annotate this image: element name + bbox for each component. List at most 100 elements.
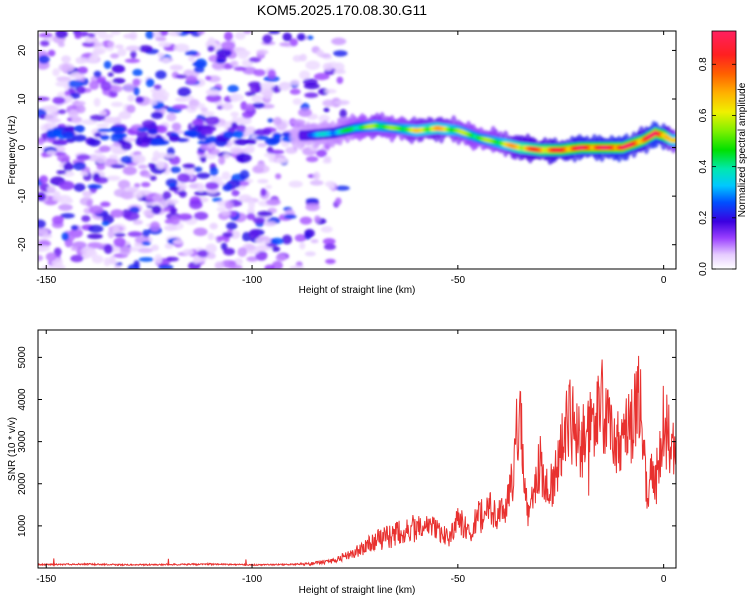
- noise-band-blob: [52, 139, 68, 146]
- noise-blob: [110, 31, 121, 36]
- noise-blob: [52, 96, 66, 105]
- noise-blob: [245, 144, 255, 153]
- noise-blob: [42, 233, 53, 239]
- noise-blob: [138, 164, 148, 169]
- noise-blob: [237, 247, 248, 257]
- noise-blob: [304, 92, 319, 99]
- noise-blob: [98, 145, 111, 153]
- noise-blob: [141, 181, 151, 188]
- noise-blob: [129, 206, 140, 214]
- noise-blob: [205, 75, 212, 81]
- noise-band-blob: [168, 134, 180, 142]
- noise-blob: [205, 243, 217, 254]
- noise-blob: [246, 213, 256, 221]
- noise-blob: [298, 108, 312, 117]
- noise-blob: [275, 173, 282, 180]
- noise-blob: [222, 232, 234, 238]
- noise-blob: [193, 227, 208, 237]
- colorbar-label: Normalized spectral amplitude: [737, 82, 748, 217]
- noise-blob: [241, 111, 254, 119]
- noise-band-blob: [186, 131, 199, 138]
- noise-blob: [127, 94, 135, 102]
- noise-blob: [93, 31, 107, 36]
- noise-blob: [299, 53, 307, 62]
- noise-blob: [132, 68, 143, 77]
- noise-blob: [110, 53, 120, 59]
- noise-blob: [70, 246, 78, 251]
- noise-blob: [81, 119, 98, 125]
- noise-blob: [122, 166, 137, 176]
- noise-band-blob: [200, 128, 213, 136]
- noise-blob: [68, 109, 79, 119]
- noise-blob: [322, 62, 334, 71]
- noise-blob: [171, 122, 182, 131]
- noise-blob: [79, 31, 89, 37]
- noise-blob: [223, 247, 235, 256]
- noise-blob: [182, 163, 196, 169]
- noise-blob: [333, 50, 348, 57]
- noise-blob: [157, 52, 165, 58]
- noise-blob: [38, 254, 44, 262]
- noise-blob: [61, 232, 70, 241]
- noise-band-blob: [264, 138, 279, 146]
- noise-blob: [263, 152, 274, 158]
- noise-blob: [223, 153, 231, 159]
- noise-blob: [245, 103, 254, 111]
- noise-band-blob: [74, 124, 85, 133]
- noise-blob: [94, 132, 102, 138]
- noise-blob: [164, 242, 174, 249]
- noise-blob: [283, 214, 297, 219]
- noise-blob: [256, 162, 266, 169]
- noise-blob: [64, 95, 73, 103]
- noise-blob: [124, 58, 141, 64]
- noise-blob: [212, 197, 223, 202]
- noise-blob: [155, 160, 165, 170]
- colorbar-tick-label: 0.6: [698, 108, 709, 122]
- noise-blob: [117, 179, 131, 190]
- noise-blob: [57, 41, 65, 48]
- noise-blob: [46, 185, 57, 194]
- top-x-axis-label: Height of straight line (km): [299, 285, 416, 296]
- noise-blob: [73, 161, 86, 171]
- noise-blob: [165, 256, 179, 262]
- noise-blob: [205, 181, 219, 190]
- noise-blob: [257, 210, 273, 217]
- noise-blob: [334, 99, 350, 106]
- noise-blob: [155, 124, 168, 134]
- noise-blob: [67, 79, 84, 88]
- noise-blob: [103, 60, 112, 69]
- noise-blob: [250, 84, 261, 94]
- noise-blob: [108, 259, 118, 265]
- bottom-y-tick-label: 5000: [17, 346, 28, 369]
- noise-blob: [197, 183, 205, 193]
- noise-blob: [264, 264, 275, 269]
- noise-blob: [262, 34, 273, 44]
- noise-blob: [138, 45, 153, 53]
- noise-blob: [132, 219, 143, 225]
- noise-blob: [305, 203, 320, 212]
- ridge-core: [673, 137, 676, 143]
- noise-band-blob: [99, 134, 110, 141]
- bottom-x-tick-label: -100: [242, 574, 262, 585]
- noise-blob: [320, 226, 333, 233]
- noise-blob: [252, 102, 265, 109]
- noise-blob: [127, 264, 140, 269]
- noise-blob: [244, 91, 257, 97]
- noise-blob: [292, 98, 302, 106]
- noise-blob: [252, 216, 266, 224]
- noise-blob: [68, 88, 75, 93]
- noise-blob: [75, 104, 86, 114]
- noise-blob: [113, 265, 122, 269]
- noise-blob: [71, 100, 86, 106]
- noise-band-blob: [71, 134, 87, 142]
- noise-blob: [335, 197, 342, 206]
- noise-blob: [186, 95, 194, 100]
- noise-blob: [57, 154, 70, 163]
- noise-blob: [145, 31, 155, 40]
- bottom-x-axis-label: Height of straight line (km): [299, 585, 416, 596]
- noise-blob: [221, 102, 234, 111]
- noise-blob: [309, 180, 324, 186]
- noise-blob: [83, 190, 91, 198]
- noise-blob: [158, 41, 171, 48]
- noise-blob: [215, 58, 226, 64]
